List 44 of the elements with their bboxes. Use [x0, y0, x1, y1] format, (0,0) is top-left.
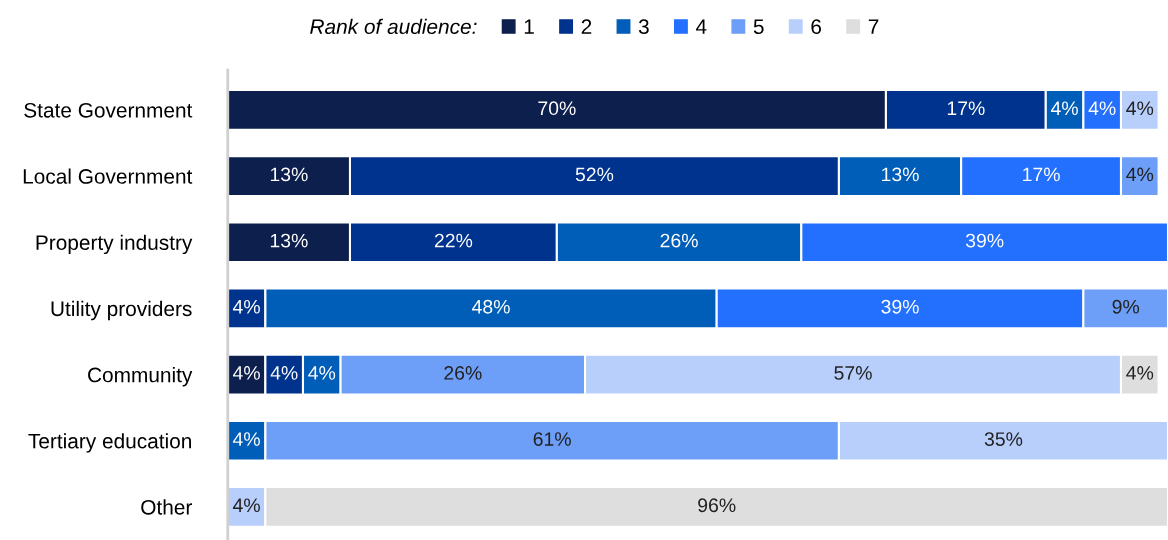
y-tick-label: Property industry	[36, 234, 193, 255]
data-label: 4%	[1126, 101, 1154, 116]
data-label: 4%	[232, 366, 260, 380]
data-label: 39%	[881, 299, 919, 314]
data-label: 13%	[270, 233, 308, 248]
data-label: 26%	[660, 233, 698, 248]
y-tick-label: Tertiary education	[28, 433, 191, 453]
data-label: 4%	[308, 366, 336, 380]
legend-label: 2	[581, 19, 592, 34]
data-label: 17%	[1023, 167, 1060, 182]
data-label: 48%	[472, 299, 510, 314]
legend-label: 3	[638, 19, 649, 35]
data-label: 39%	[965, 233, 1004, 248]
data-label: 61%	[533, 432, 571, 446]
data-label: 4%	[232, 299, 260, 314]
data-label: 57%	[834, 366, 872, 380]
y-tick-label: Local Government	[23, 168, 193, 184]
data-label: 70%	[538, 101, 576, 116]
data-label: 4%	[232, 498, 260, 513]
data-label: 26%	[444, 366, 482, 380]
legend-label: 4	[695, 19, 707, 34]
legend-label: 1	[524, 19, 534, 34]
data-label: 13%	[270, 167, 308, 182]
y-tick-label: Utility providers	[51, 300, 192, 321]
data-label: 35%	[984, 432, 1023, 446]
data-label: 22%	[434, 233, 473, 248]
legend-label: 5	[753, 19, 764, 35]
data-label: 13%	[882, 167, 919, 182]
data-label: 4%	[1126, 366, 1154, 380]
legend-title: Rank of audience:	[310, 18, 477, 35]
y-tick-label: Other	[141, 499, 192, 515]
data-label: 4%	[1126, 167, 1154, 182]
legend-label: 7	[868, 19, 879, 34]
y-tick-label: Community	[88, 367, 193, 387]
legend-label: 6	[811, 19, 822, 35]
y-tick-label: State Government	[24, 102, 193, 118]
data-label: 96%	[698, 498, 736, 513]
data-label: 4%	[270, 366, 298, 380]
data-label: 4%	[1088, 101, 1116, 116]
data-label: 9%	[1112, 299, 1140, 314]
data-label: 17%	[947, 101, 985, 116]
data-label: 4%	[1050, 101, 1078, 116]
data-label: 4%	[232, 432, 260, 446]
data-label: 52%	[575, 167, 614, 182]
